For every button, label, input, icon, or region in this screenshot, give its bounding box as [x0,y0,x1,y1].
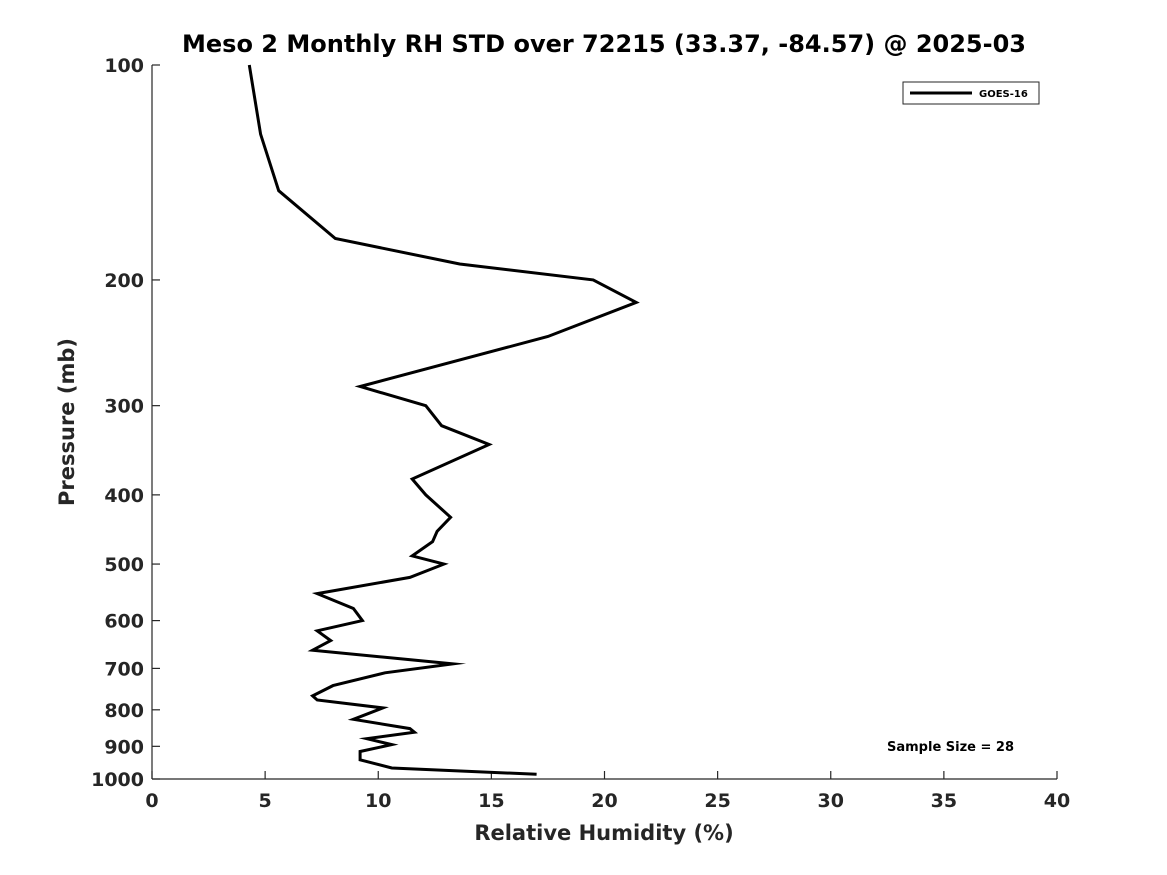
legend-label: GOES-16 [979,89,1028,100]
y-tick-label: 900 [104,736,144,758]
x-tick-label: 25 [704,790,730,812]
y-tick-label: 500 [104,554,144,576]
sample-size-annotation: Sample Size = 28 [887,740,1014,755]
legend: GOES-16 [902,81,1040,105]
x-axis-label: Relative Humidity (%) [474,821,733,845]
y-axis-label: Pressure (mb) [55,338,79,506]
x-axis-ticks: 0 5 10 15 20 25 30 35 40 [145,771,1070,812]
x-tick-label: 20 [591,790,617,812]
x-tick-label: 30 [818,790,844,812]
y-tick-label: 300 [104,396,144,418]
x-tick-label: 40 [1044,790,1070,812]
y-tick-label: 700 [104,658,144,680]
y-tick-label: 600 [104,611,144,633]
y-tick-label: 800 [104,700,144,722]
y-tick-label: 400 [104,485,144,507]
series-layer [247,64,640,776]
y-tick-label: 1000 [91,769,144,791]
x-tick-label: 35 [931,790,957,812]
y-tick-label: 100 [104,55,144,77]
x-tick-label: 10 [365,790,391,812]
chart-title: Meso 2 Monthly RH STD over 72215 (33.37,… [182,30,1026,58]
series-line-goes-16 [247,64,640,776]
x-tick-label: 5 [259,790,272,812]
x-tick-label: 0 [145,790,158,812]
y-axis-ticks: 100 200 300 400 500 600 700 800 900 1000 [91,55,160,791]
y-tick-label: 200 [104,270,144,292]
x-tick-label: 15 [478,790,504,812]
plot-area [151,65,1057,780]
